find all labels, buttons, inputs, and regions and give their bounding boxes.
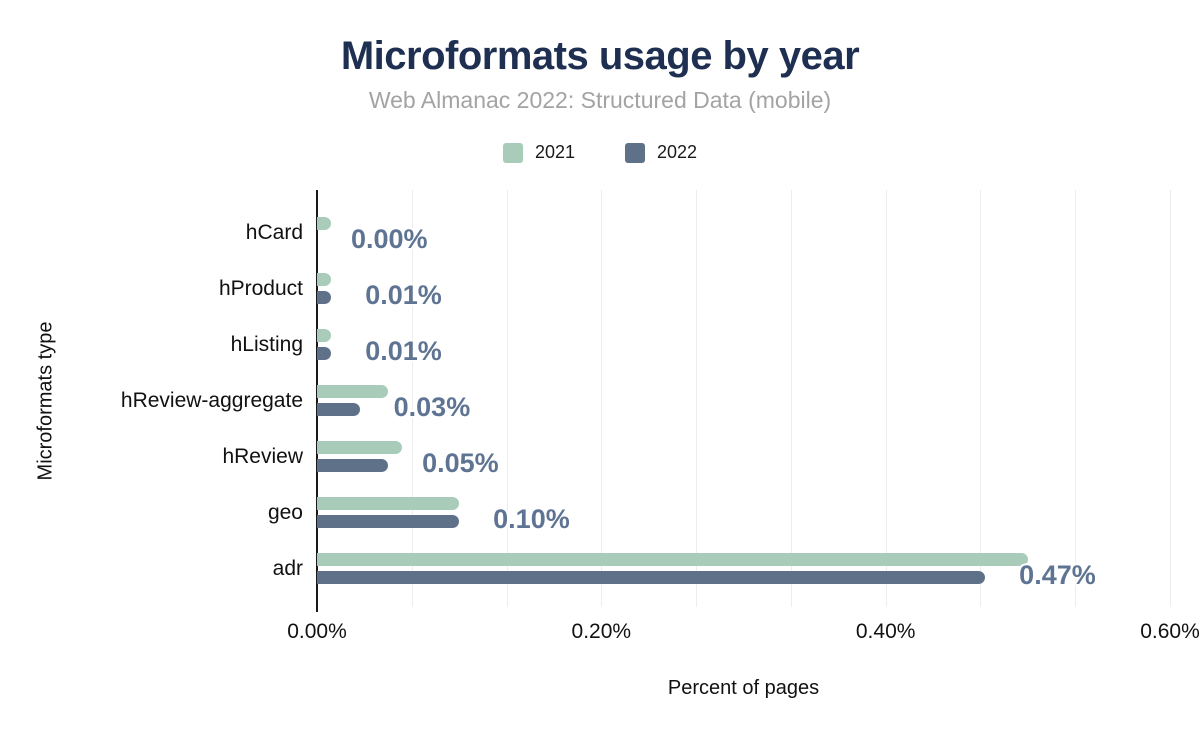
bar-2022-adr	[317, 571, 986, 584]
gridline	[506, 190, 508, 607]
category-label-hReview: hReview	[222, 445, 303, 468]
category-label-hCard: hCard	[245, 221, 303, 244]
legend-swatch-2022	[625, 142, 645, 163]
category-label-hListing: hListing	[230, 333, 303, 356]
bar-2021-adr	[317, 553, 1028, 566]
bar-2022-hProduct	[317, 291, 332, 304]
bar-2022-hReview	[317, 459, 389, 472]
bar-2022-hReview-aggregate	[317, 403, 360, 416]
gridline	[885, 190, 887, 607]
category-label-hReview-aggregate: hReview-aggregate	[120, 389, 303, 412]
x-tick-label: 0.00%	[287, 620, 347, 643]
bar-2021-hListing	[317, 329, 332, 342]
bar-2021-hProduct	[317, 273, 332, 286]
category-label-adr: adr	[272, 557, 303, 580]
value-label-hReview-aggregate: 0.03%	[393, 392, 471, 422]
legend-label-2021: 2021	[534, 142, 575, 162]
bar-2021-hReview	[317, 441, 403, 454]
category-label-hProduct: hProduct	[218, 277, 303, 300]
gridline	[1075, 190, 1077, 607]
x-axis-title: Percent of pages	[667, 677, 820, 699]
legend-item-2022: 2022	[625, 142, 697, 163]
value-label-hProduct: 0.01%	[365, 280, 442, 310]
value-label-hReview: 0.05%	[422, 448, 499, 478]
gridline	[980, 190, 982, 607]
bar-2021-geo	[317, 497, 460, 510]
legend: 2021 2022	[0, 142, 1200, 163]
bar-2021-hReview-aggregate	[317, 385, 389, 398]
legend-swatch-2021	[502, 142, 523, 163]
bar-2021-hCard	[317, 217, 332, 230]
chart-subtitle: Web Almanac 2022: Structured Data (mobil…	[368, 87, 832, 113]
y-axis-line	[316, 190, 318, 612]
gridline	[601, 190, 603, 607]
value-label-adr: 0.47%	[1019, 560, 1096, 590]
x-tick-label: 0.40%	[855, 620, 916, 643]
gridline	[790, 190, 792, 607]
value-label-hCard: 0.00%	[351, 224, 428, 254]
gridline	[1170, 190, 1171, 607]
value-label-geo: 0.10%	[493, 504, 570, 534]
bar-2022-geo	[317, 515, 460, 528]
chart-title: Microformats usage by year	[340, 34, 860, 78]
value-label-hListing: 0.01%	[365, 336, 442, 366]
legend-item-2021: 2021	[502, 142, 575, 163]
x-tick-label: 0.20%	[571, 620, 632, 643]
gridline	[411, 190, 413, 607]
x-tick-label: 0.60%	[1140, 620, 1200, 643]
gridline	[696, 190, 698, 607]
legend-label-2022: 2022	[657, 142, 698, 162]
bar-2022-hListing	[317, 347, 332, 360]
plot-area: hCard 0.00% hProduct 0.01% hListing 0.01% hRev…	[121, 190, 1200, 643]
category-label-geo: geo	[267, 501, 303, 524]
